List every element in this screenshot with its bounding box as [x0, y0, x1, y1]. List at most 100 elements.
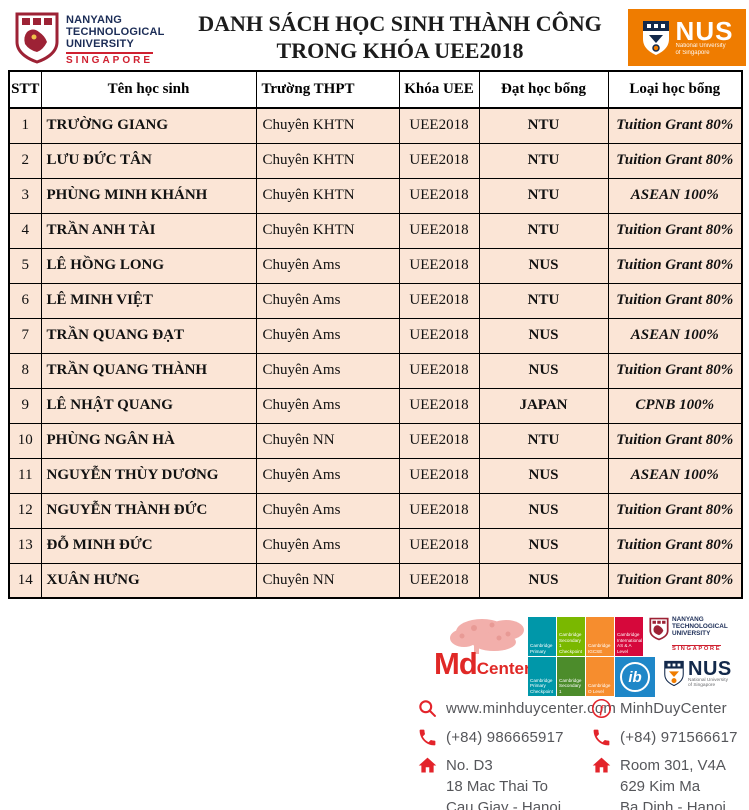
cell-course: UEE2018 — [398, 527, 480, 564]
phone-number-left[interactable]: (+84) 986665917 — [446, 728, 564, 746]
cell-school: Chuyên Ams — [255, 387, 400, 424]
cell-school: Chuyên Ams — [255, 492, 400, 529]
website-link[interactable]: www.minhduycenter.com — [446, 699, 617, 717]
mdcenter-logo: MdCenter — [434, 616, 546, 688]
cell-school: Chuyên KHTN — [255, 107, 400, 144]
ntu-logo: NANYANG TECHNOLOGICAL UNIVERSITY SINGAPO… — [14, 12, 165, 68]
cell-scholarship: NTU — [478, 107, 609, 144]
ntu-logo-line2: TECHNOLOGICAL — [66, 26, 165, 38]
cell-scholarship: NUS — [478, 527, 609, 564]
cell-scholarship: NUS — [478, 352, 609, 389]
cell-school: Chuyên Ams — [255, 457, 400, 494]
cell-stt: 4 — [8, 212, 42, 249]
cell-scholarship: NTU — [478, 212, 609, 249]
cell-school: Chuyên Ams — [255, 317, 400, 354]
accreditation-badges: Cambridge Primary Cambridge Secondary 1 … — [528, 616, 732, 698]
phone-entry-right[interactable]: (+84) 971566617 — [591, 726, 738, 748]
nus-logo-subtitle1: National University — [675, 42, 726, 49]
cell-scholarship-type: Tuition Grant 80% — [607, 212, 743, 249]
cell-name: NGUYỄN THÙY DƯƠNG — [40, 457, 257, 494]
cell-course: UEE2018 — [398, 142, 480, 179]
nus-mini-acronym: NUS — [688, 658, 732, 680]
ntu-crest-icon — [15, 12, 59, 64]
cell-name: LÊ MINH VIỆT — [40, 282, 257, 319]
cell-course: UEE2018 — [398, 282, 480, 319]
cell-scholarship: NTU — [478, 422, 609, 459]
cell-scholarship: NTU — [478, 282, 609, 319]
table-row: 11 NGUYỄN THÙY DƯƠNG Chuyên Ams UEE2018 NUS A… — [8, 457, 743, 494]
cell-stt: 10 — [8, 422, 42, 459]
cell-stt: 13 — [8, 527, 42, 564]
table-row: 12 NGUYỄN THÀNH ĐỨC Chuyên Ams UEE2018 NUS Tu… — [8, 492, 743, 529]
cell-scholarship: NUS — [478, 317, 609, 354]
badge-cambridge-primary-checkpoint: Cambridge Primary Checkpoint — [528, 657, 556, 696]
cell-school: Chuyên Ams — [255, 247, 400, 284]
cell-stt: 2 — [8, 142, 42, 179]
home-icon — [592, 757, 611, 773]
cell-school: Chuyên KHTN — [255, 212, 400, 249]
nus-logo-acronym: NUS — [675, 15, 734, 46]
cell-scholarship: NUS — [478, 457, 609, 494]
mdcenter-name-big: Md — [434, 646, 478, 681]
cell-stt: 1 — [8, 107, 42, 144]
page-title-line2: TRONG KHÓA UEE2018 — [276, 38, 524, 63]
cell-scholarship: NUS — [478, 492, 609, 529]
col-header-course: Khóa UEE — [398, 70, 480, 109]
cell-scholarship-type: ASEAN 100% — [607, 457, 743, 494]
svg-text:f: f — [600, 703, 605, 715]
page-title-line1: DANH SÁCH HỌC SINH THÀNH CÔNG — [198, 11, 602, 36]
address-entry-left: No. D3 18 Mac Thai To Cau Giay - Hanoi — [417, 755, 616, 810]
ib-badge: ib — [615, 657, 655, 697]
address-left-line2: 18 Mac Thai To — [446, 778, 549, 795]
cell-scholarship: NTU — [478, 142, 609, 179]
cell-scholarship-type: CPNB 100% — [607, 387, 743, 424]
phone-entry-left[interactable]: (+84) 986665917 — [417, 726, 616, 748]
cell-scholarship: JAPAN — [478, 387, 609, 424]
cell-stt: 14 — [8, 562, 42, 599]
nus-mini-shield-icon — [664, 660, 684, 687]
cell-course: UEE2018 — [398, 107, 480, 144]
cell-name: TRẦN QUANG THÀNH — [40, 352, 257, 389]
cell-stt: 9 — [8, 387, 42, 424]
cell-school: Chuyên Ams — [255, 352, 400, 389]
cell-name: TRẦN QUANG ĐẠT — [40, 317, 257, 354]
cell-scholarship-type: Tuition Grant 80% — [607, 247, 743, 284]
table-row: 7 TRẦN QUANG ĐẠT Chuyên Ams UEE2018 NUS ASEAN… — [8, 317, 743, 354]
cell-stt: 12 — [8, 492, 42, 529]
col-header-school: Trường THPT — [255, 70, 400, 109]
phone-number-right[interactable]: (+84) 971566617 — [620, 728, 738, 746]
address-right-line1: Room 301, V4A — [620, 757, 726, 774]
cell-scholarship-type: Tuition Grant 80% — [607, 352, 743, 389]
cell-name: TRƯỜNG GIANG — [40, 107, 257, 144]
student-table: STT Tên học sinh Trường THPT Khóa UEE Đạ… — [8, 70, 743, 599]
cell-course: UEE2018 — [398, 457, 480, 494]
cell-scholarship-type: ASEAN 100% — [607, 177, 743, 214]
ntu-mini-logo: NANYANG TECHNOLOGICAL UNIVERSITY SINGAPO… — [649, 616, 728, 656]
cell-course: UEE2018 — [398, 492, 480, 529]
cell-stt: 8 — [8, 352, 42, 389]
col-header-type: Loại học bổng — [607, 70, 743, 109]
table-row: 13 ĐỖ MINH ĐỨC Chuyên Ams UEE2018 NUS Tuition… — [8, 527, 743, 564]
ntu-mini-line3: UNIVERSITY — [672, 629, 711, 637]
mdcenter-name-small: Center — [476, 659, 531, 678]
home-icon — [418, 757, 437, 773]
badge-cambridge-primary: Cambridge Primary — [528, 617, 556, 656]
nus-logo-subtitle2: of Singapore — [675, 49, 710, 56]
col-header-name: Tên học sinh — [40, 70, 257, 109]
cell-scholarship-type: Tuition Grant 80% — [607, 527, 743, 564]
website-entry[interactable]: www.minhduycenter.com — [417, 697, 616, 719]
badge-cambridge-igcse: Cambridge IGCSE — [586, 617, 614, 656]
table-row: 5 LÊ HỒNG LONG Chuyên Ams UEE2018 NUS Tuition… — [8, 247, 743, 284]
facebook-name[interactable]: MinhDuyCenter — [620, 699, 727, 717]
facebook-entry[interactable]: f MinhDuyCenter — [591, 697, 738, 719]
cell-name: PHÙNG NGÂN HÀ — [40, 422, 257, 459]
cell-scholarship-type: Tuition Grant 80% — [607, 422, 743, 459]
cell-course: UEE2018 — [398, 562, 480, 599]
student-table-body: 1 TRƯỜNG GIANG Chuyên KHTN UEE2018 NTU Tuitio… — [8, 107, 743, 599]
cell-stt: 6 — [8, 282, 42, 319]
phone-icon — [419, 729, 436, 745]
cell-stt: 3 — [8, 177, 42, 214]
cell-school: Chuyên KHTN — [255, 177, 400, 214]
header-row: STT Tên học sinh Trường THPT Khóa UEE Đạ… — [8, 70, 743, 109]
table-row: 4 TRẦN ANH TÀI Chuyên KHTN UEE2018 NTU Tuitio… — [8, 212, 743, 249]
